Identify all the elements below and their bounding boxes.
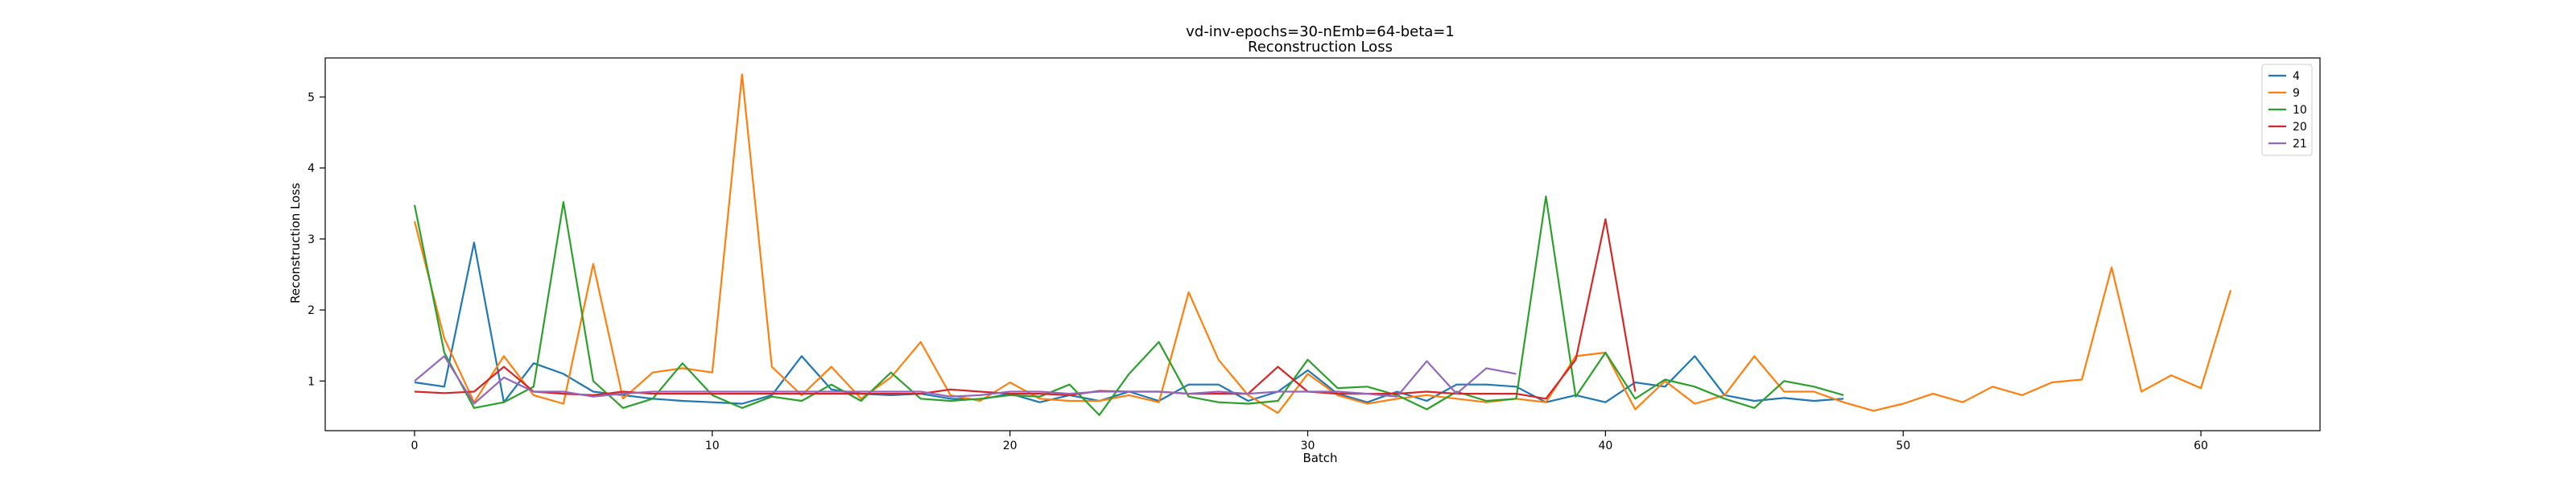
- x-tick-label: 50: [1896, 440, 1910, 452]
- series-line-4: [414, 242, 1844, 405]
- legend-box: [2261, 64, 2313, 156]
- y-tick-label: 3: [308, 233, 315, 246]
- legend-label: 9: [2293, 87, 2300, 100]
- y-tick-label: 4: [308, 163, 315, 175]
- series-line-21: [414, 355, 1517, 405]
- x-tick-label: 30: [1301, 440, 1315, 452]
- x-tick-label: 60: [2194, 440, 2208, 452]
- chart-subtitle: Reconstruction Loss: [1248, 39, 1393, 56]
- legend: 4 9 10 20 21: [2261, 64, 2313, 156]
- legend-label: 20: [2293, 121, 2307, 134]
- x-tick-label: 40: [1598, 440, 1612, 452]
- x-tick-label: 20: [1003, 440, 1018, 452]
- legend-label: 10: [2293, 104, 2307, 117]
- y-tick-label: 5: [308, 92, 315, 105]
- chart-title: vd-inv-epochs=30-nEmb=64-beta=1: [1186, 23, 1455, 40]
- x-tick-label: 0: [411, 440, 418, 452]
- x-axis-label: Batch: [1302, 451, 1337, 465]
- legend-label: 21: [2293, 138, 2307, 151]
- y-tick-label: 2: [308, 304, 315, 317]
- y-tick-label: 1: [308, 375, 315, 388]
- legend-label: 4: [2293, 70, 2300, 83]
- plot-area: [324, 57, 2321, 431]
- x-tick-label: 10: [705, 440, 720, 452]
- axis-ticks: 0 10 20 30 40 50 60 1 2 3 4 5: [308, 92, 2208, 452]
- series-line-9: [413, 73, 2232, 415]
- series-lines: [413, 73, 2232, 416]
- y-axis-label: Reconstruction Loss: [288, 183, 303, 303]
- series-line-10: [413, 195, 1844, 416]
- series-line-20: [414, 218, 1637, 400]
